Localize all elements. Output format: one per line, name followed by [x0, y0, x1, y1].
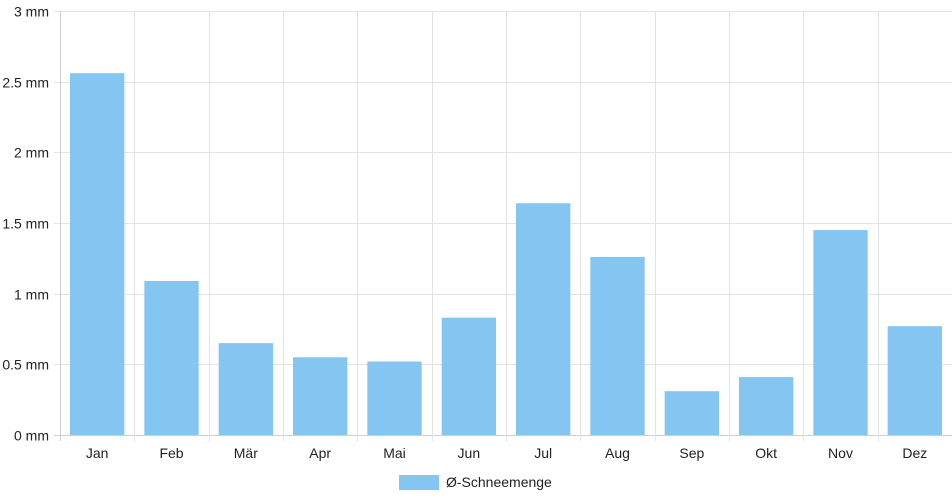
- x-tick-label: Aug: [605, 445, 630, 461]
- y-tick-label: 1 mm: [14, 287, 49, 303]
- grid-lines: [54, 11, 952, 441]
- bar-feb: [144, 280, 199, 435]
- legend-swatch: [399, 475, 439, 490]
- x-tick-label: Jun: [458, 445, 481, 461]
- bar-aug: [590, 256, 645, 435]
- y-tick-label: 0 mm: [14, 428, 49, 444]
- x-tick-label: Nov: [828, 445, 853, 461]
- bar-sep: [664, 391, 719, 435]
- bar-apr: [293, 357, 348, 435]
- y-tick-label: 3 mm: [14, 4, 49, 20]
- legend-label: Ø-Schneemenge: [446, 474, 552, 490]
- bar-dez: [887, 326, 942, 435]
- bar-mär: [218, 343, 273, 435]
- y-tick-label: 2.5 mm: [2, 75, 49, 91]
- y-tick-label: 2 mm: [14, 145, 49, 161]
- bar-jul: [516, 203, 571, 435]
- y-tick-label: 1.5 mm: [2, 216, 49, 232]
- x-tick-label: Jan: [86, 445, 109, 461]
- x-tick-label: Feb: [159, 445, 183, 461]
- x-tick-label: Mai: [383, 445, 406, 461]
- x-tick-label: Apr: [309, 445, 331, 461]
- x-tick-label: Sep: [679, 445, 704, 461]
- bar-jun: [441, 317, 496, 435]
- x-tick-label: Dez: [902, 445, 927, 461]
- bar-mai: [367, 361, 422, 435]
- x-tick-label: Okt: [755, 445, 777, 461]
- bar-okt: [739, 377, 794, 435]
- axes: 0 mm 0.5 mm 1 mm 1.5 mm 2 mm 2.5 mm 3 mm Jan Feb…: [2, 4, 927, 462]
- legend: Ø-Schneemenge: [399, 474, 552, 490]
- y-tick-label: 0.5 mm: [2, 357, 49, 373]
- x-tick-label: Mär: [234, 445, 258, 461]
- bar-jan: [70, 73, 125, 435]
- bar-nov: [813, 230, 868, 435]
- bars: [70, 73, 942, 435]
- x-tick-label: Jul: [534, 445, 552, 461]
